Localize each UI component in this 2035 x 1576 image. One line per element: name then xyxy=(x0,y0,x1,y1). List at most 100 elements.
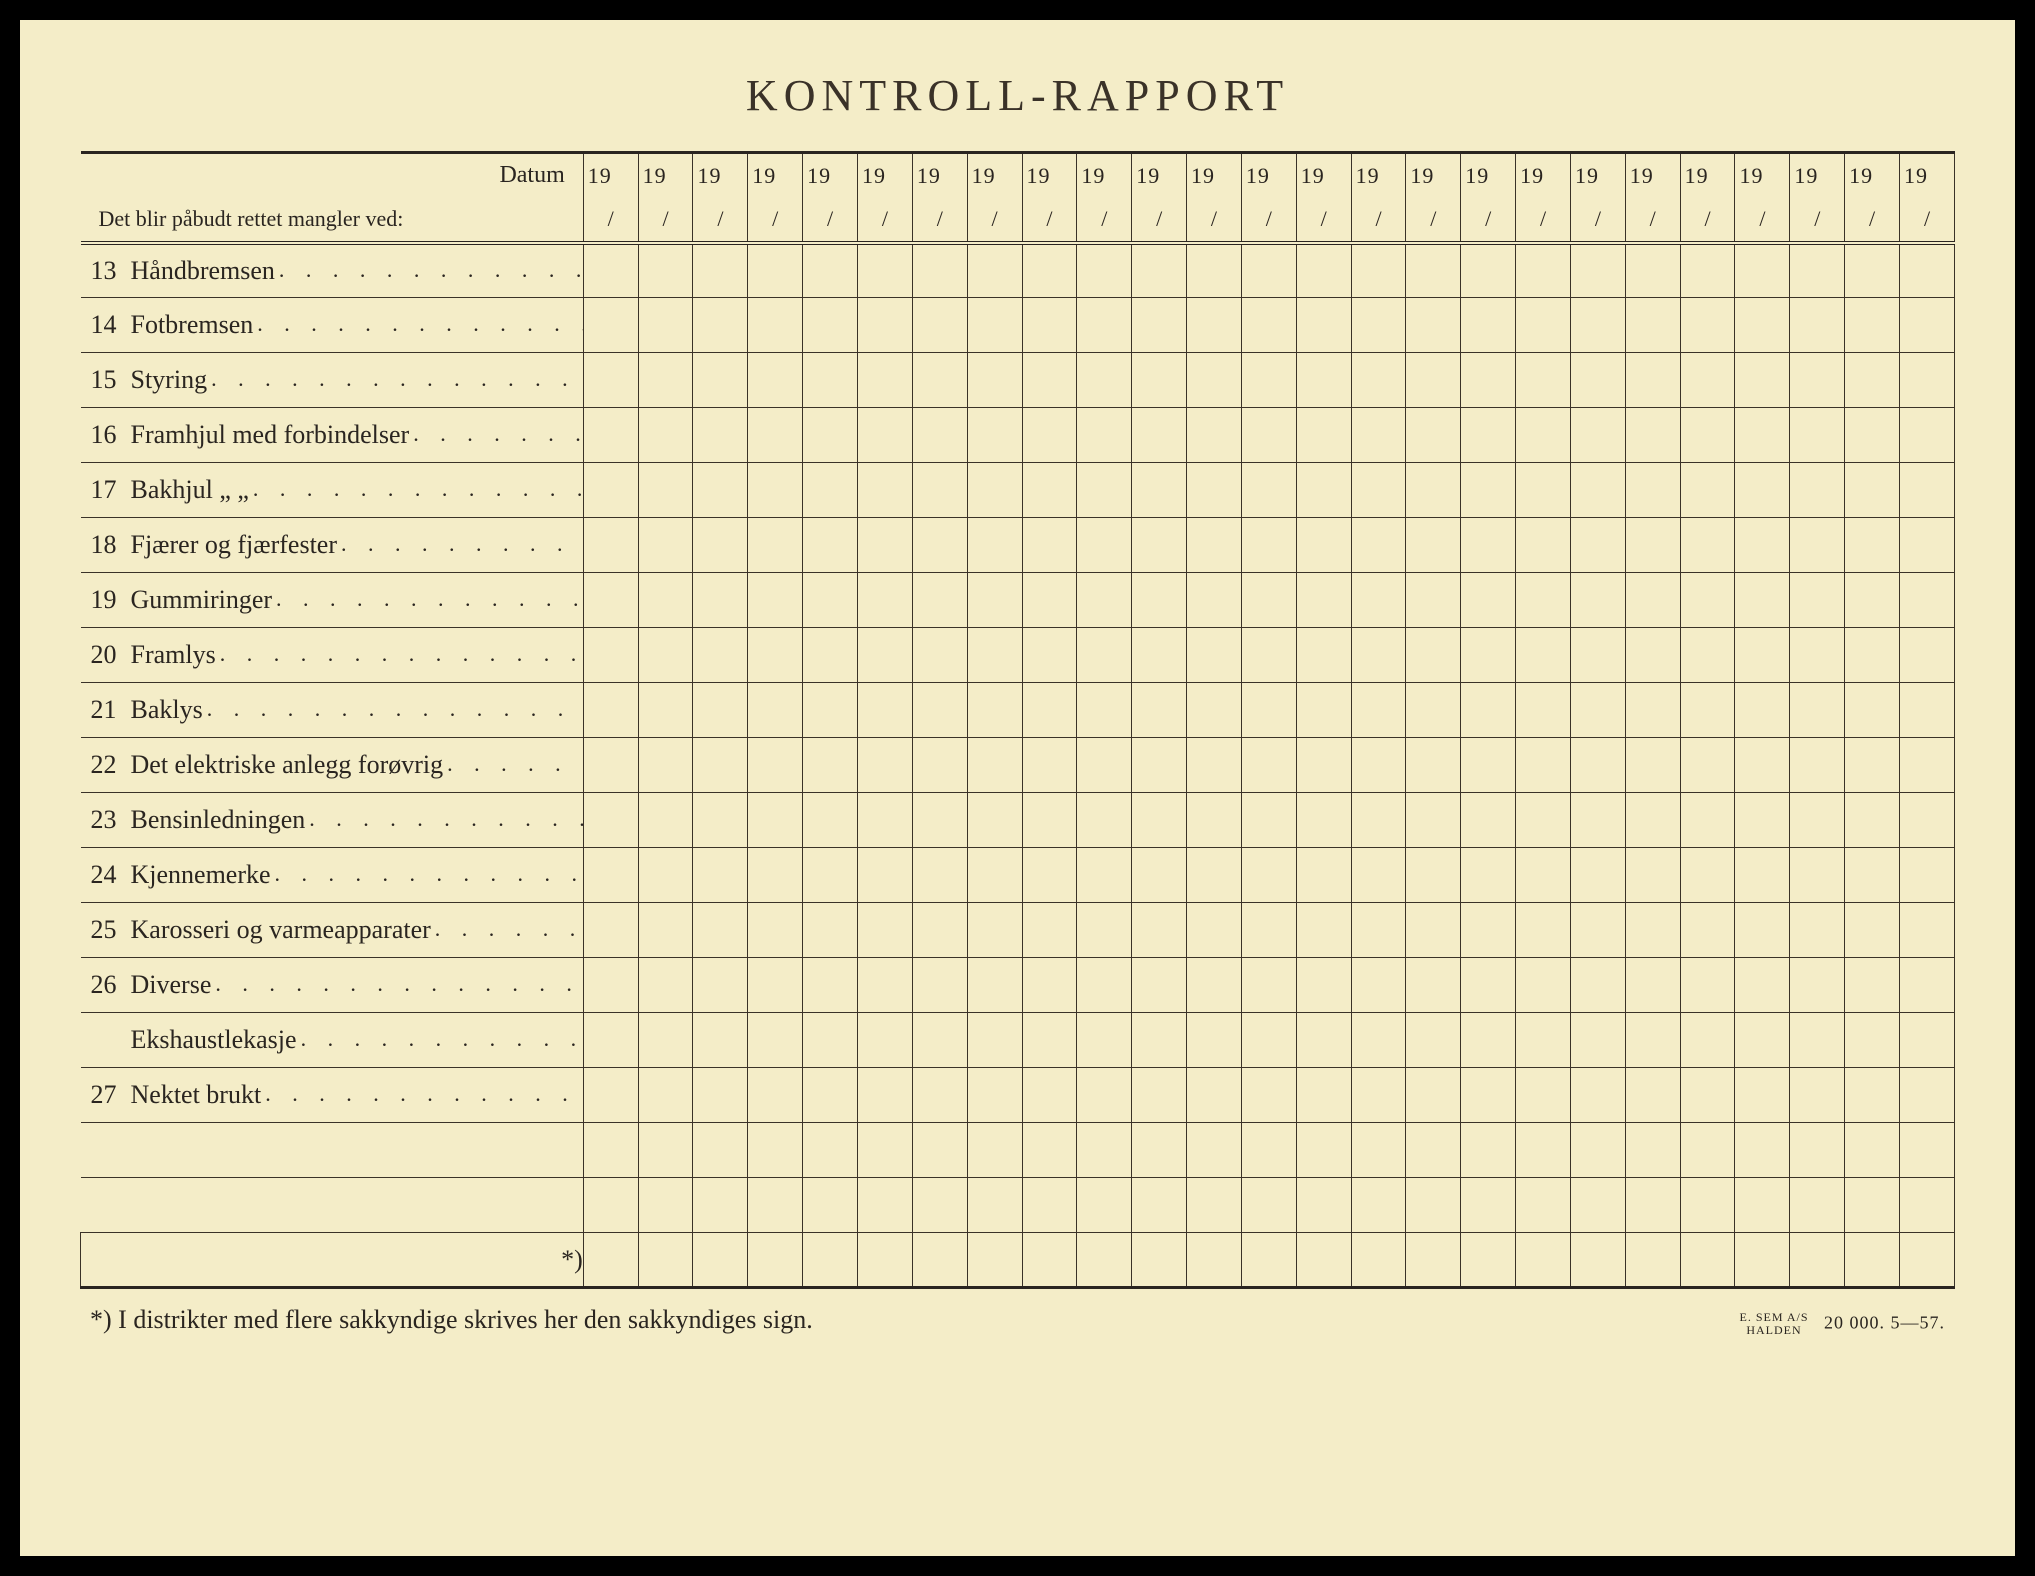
grid-cell xyxy=(1406,1013,1461,1068)
grid-cell xyxy=(1790,793,1845,848)
grid-cell xyxy=(1077,1068,1132,1123)
grid-cell xyxy=(803,903,858,958)
grid-cell xyxy=(748,243,803,298)
grid-cell xyxy=(1570,353,1625,408)
grid-cell xyxy=(967,353,1022,408)
item-number: 18 xyxy=(91,530,131,560)
grid-cell xyxy=(1296,628,1351,683)
grid-cell xyxy=(583,738,638,793)
item-label: Fjærer og fjærfester xyxy=(131,530,342,560)
grid-cell xyxy=(857,463,912,518)
item-content: 15Styring. . . . . . . . . . . . . . . .… xyxy=(91,365,583,395)
item-cell: Ekshaustlekasje. . . . . . . . . . . . .… xyxy=(81,1013,584,1068)
grid-cell xyxy=(1022,628,1077,683)
item-cell: 19Gummiringer. . . . . . . . . . . . . .… xyxy=(81,573,584,628)
grid-cell xyxy=(1296,738,1351,793)
grid-cell xyxy=(967,793,1022,848)
grid-cell xyxy=(1516,1068,1571,1123)
grid-cell xyxy=(967,573,1022,628)
grid-cell xyxy=(583,1178,638,1233)
grid-cell xyxy=(748,298,803,353)
grid-cell xyxy=(748,463,803,518)
grid-cell xyxy=(857,628,912,683)
grid-cell xyxy=(912,1233,967,1288)
footnote-line: *) I distrikter med flere sakkyndige skr… xyxy=(80,1305,1955,1337)
grid-cell xyxy=(1187,628,1242,683)
item-number: 23 xyxy=(91,805,131,835)
item-number: 15 xyxy=(91,365,131,395)
grid-cell xyxy=(638,518,693,573)
table-row: 15Styring. . . . . . . . . . . . . . . .… xyxy=(81,353,1955,408)
grid-cell xyxy=(1900,1123,1955,1178)
grid-cell xyxy=(1187,573,1242,628)
grid-cell xyxy=(1845,793,1900,848)
grid-cell xyxy=(1022,353,1077,408)
grid-cell xyxy=(1735,1233,1790,1288)
grid-cell xyxy=(803,848,858,903)
item-number: 25 xyxy=(91,915,131,945)
grid-cell xyxy=(912,958,967,1013)
grid-cell xyxy=(1187,683,1242,738)
item-cell xyxy=(81,1178,584,1233)
grid-cell xyxy=(1461,518,1516,573)
item-cell: 24Kjennemerke. . . . . . . . . . . . . .… xyxy=(81,848,584,903)
grid-cell xyxy=(1296,1233,1351,1288)
grid-cell xyxy=(1351,463,1406,518)
grid-cell xyxy=(857,1068,912,1123)
grid-cell xyxy=(1461,408,1516,463)
grid-cell xyxy=(1735,848,1790,903)
grid-cell xyxy=(1680,628,1735,683)
grid-cell xyxy=(1296,903,1351,958)
date-year-cell: 19 xyxy=(967,153,1022,198)
grid-cell xyxy=(1570,298,1625,353)
grid-cell xyxy=(693,518,748,573)
grid-cell xyxy=(1241,683,1296,738)
grid-cell xyxy=(1022,408,1077,463)
grid-cell xyxy=(1845,1178,1900,1233)
grid-cell xyxy=(1625,408,1680,463)
grid-cell xyxy=(1680,1013,1735,1068)
grid-cell xyxy=(693,1068,748,1123)
grid-cell xyxy=(1241,848,1296,903)
grid-cell xyxy=(583,463,638,518)
item-content: 14Fotbremsen. . . . . . . . . . . . . . … xyxy=(91,310,583,340)
grid-cell xyxy=(967,518,1022,573)
grid-cell xyxy=(1680,738,1735,793)
item-content: Ekshaustlekasje. . . . . . . . . . . . .… xyxy=(91,1025,583,1055)
grid-cell xyxy=(1351,1123,1406,1178)
grid-cell xyxy=(1132,1233,1187,1288)
grid-cell xyxy=(1132,573,1187,628)
grid-cell xyxy=(1406,1123,1461,1178)
grid-cell xyxy=(1625,1013,1680,1068)
grid-cell xyxy=(1351,1233,1406,1288)
grid-cell xyxy=(1900,298,1955,353)
grid-cell xyxy=(1241,1068,1296,1123)
header-row-datum: Datum 1919191919191919191919191919191919… xyxy=(81,153,1955,198)
item-content: 27Nektet brukt. . . . . . . . . . . . . … xyxy=(91,1080,583,1110)
grid-cell xyxy=(748,848,803,903)
grid-cell xyxy=(1735,738,1790,793)
date-slash-cell: / xyxy=(1132,198,1187,243)
grid-cell xyxy=(693,738,748,793)
grid-cell xyxy=(857,298,912,353)
grid-cell xyxy=(1845,958,1900,1013)
grid-cell xyxy=(1406,738,1461,793)
grid-cell xyxy=(693,848,748,903)
grid-cell xyxy=(1735,353,1790,408)
grid-cell xyxy=(693,353,748,408)
grid-cell xyxy=(1845,1013,1900,1068)
grid-cell xyxy=(1570,628,1625,683)
grid-cell xyxy=(1900,1233,1955,1288)
grid-cell xyxy=(1735,573,1790,628)
grid-cell xyxy=(1187,298,1242,353)
grid-cell xyxy=(1516,1233,1571,1288)
grid-cell xyxy=(1406,1233,1461,1288)
grid-cell xyxy=(1077,408,1132,463)
grid-cell xyxy=(1790,628,1845,683)
grid-cell xyxy=(1735,243,1790,298)
item-cell: 21Baklys. . . . . . . . . . . . . . . . … xyxy=(81,683,584,738)
grid-cell xyxy=(748,958,803,1013)
item-content: 23Bensinledningen. . . . . . . . . . . .… xyxy=(91,805,583,835)
grid-cell xyxy=(1406,573,1461,628)
grid-cell xyxy=(638,408,693,463)
